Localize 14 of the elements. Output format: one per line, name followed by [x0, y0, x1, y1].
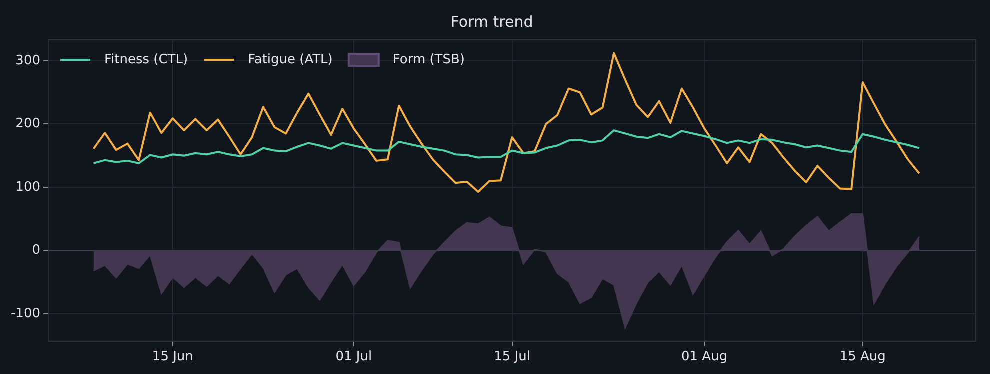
x-tick-label: 15 Jul — [494, 350, 530, 365]
legend-label: Fatigue (ATL) — [248, 52, 333, 68]
y-tick-label: -100 — [10, 306, 41, 322]
x-tick-label: 01 Aug — [682, 350, 728, 365]
y-tick-label: 200 — [16, 116, 41, 132]
legend-label: Fitness (CTL) — [104, 52, 188, 68]
x-tick-label: 15 Aug — [840, 350, 886, 365]
x-tick-label: 01 Jul — [336, 350, 372, 365]
y-tick-label: 0 — [32, 243, 41, 258]
x-tick-label: 15 Jun — [152, 350, 194, 365]
y-tick-label: 300 — [16, 53, 41, 68]
y-tick-label: 100 — [16, 180, 41, 195]
chart-title: Form trend — [450, 12, 534, 31]
legend-label: Form (TSB) — [392, 52, 465, 68]
